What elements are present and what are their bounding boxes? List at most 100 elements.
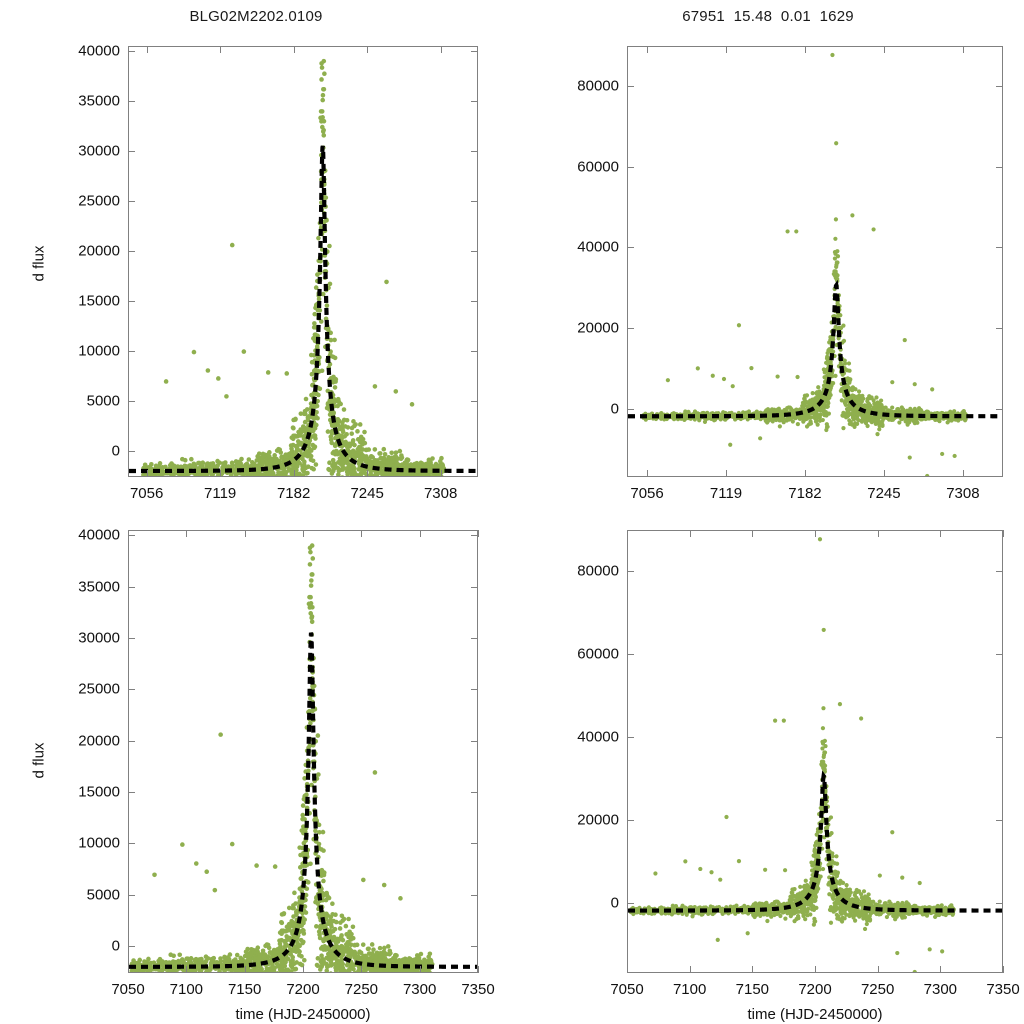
panel-top-right-title: 67951 15.48 0.01 1629 [682, 8, 854, 25]
x-tickmark [726, 470, 727, 477]
y-tick-label: 60000 [577, 158, 619, 176]
y-tickmark-right [471, 637, 478, 639]
axis-label-x-bottom-left: time (HJD-2450000) [235, 1006, 371, 1023]
y-tickmark [128, 101, 135, 102]
y-tick-label: 25000 [78, 192, 120, 210]
x-tickmark-top [1003, 530, 1004, 537]
y-tickmark-right [996, 247, 1003, 249]
y-tick-label: 0 [111, 937, 120, 955]
x-tick-label: 7308 [423, 485, 458, 502]
y-tickmark [627, 327, 634, 329]
panel-top-left-title: BLG02M2202.0109 [189, 8, 323, 25]
y-tickmark [128, 251, 135, 252]
y-tickmark-right [471, 894, 478, 896]
x-tickmark-top [647, 46, 649, 53]
y-tickmark [128, 792, 135, 794]
y-tick-label: 0 [610, 894, 619, 912]
y-tickmark-right [996, 327, 1003, 329]
x-tickmark-top [186, 530, 188, 537]
x-tick-label: 7250 [860, 981, 895, 998]
y-tickmark-right [996, 902, 1003, 904]
model-fit-curve [628, 770, 1002, 913]
y-tickmark-right [471, 351, 478, 352]
y-tick-label: 25000 [78, 680, 120, 698]
x-tick-label: 7200 [286, 981, 320, 998]
x-tick-label: 7300 [402, 981, 437, 998]
x-tickmark [367, 470, 369, 477]
x-tickmark [647, 470, 649, 477]
x-tickmark [815, 966, 816, 973]
y-tickmark [627, 654, 634, 656]
x-tick-label: 7050 [610, 981, 644, 998]
y-tickmark [627, 571, 634, 573]
x-tick-label: 7056 [129, 485, 164, 502]
x-tickmark [883, 470, 885, 477]
x-tickmark-top [752, 530, 754, 537]
y-tickmark [128, 51, 135, 52]
y-tickmark-right [471, 201, 478, 202]
panel-top-right: 67951 15.48 0.01 1629 80000 60000 40000 200… [512, 0, 1024, 512]
data-points-group [641, 52, 969, 476]
y-tickmark-right [471, 251, 478, 252]
x-tickmark-top [627, 530, 628, 537]
plot-frame-bottom-right [627, 530, 1003, 973]
y-tick-label: 30000 [78, 142, 120, 160]
y-tickmark-right [996, 571, 1003, 573]
y-tickmark-right [471, 401, 478, 402]
model-fit-curve [129, 145, 477, 474]
x-tickmark-top [146, 46, 148, 53]
x-tickmark [1003, 966, 1004, 973]
y-tickmark-right [471, 101, 478, 102]
y-tickmark [128, 401, 135, 402]
x-tickmark [689, 966, 691, 973]
x-tick-label: 7050 [111, 981, 145, 998]
y-tick-label: 40000 [577, 238, 619, 256]
y-tickmark-right [471, 151, 478, 152]
x-tickmark [877, 966, 879, 973]
x-tickmark-top [361, 530, 363, 537]
x-tickmark [186, 966, 188, 973]
y-tickmark [627, 819, 634, 821]
x-tickmark-top [478, 530, 479, 537]
y-tick-label: 15000 [78, 292, 120, 310]
y-tickmark [128, 301, 135, 302]
x-tickmark-top [815, 530, 816, 537]
y-tick-label: 20000 [78, 242, 120, 260]
x-tick-label: 7056 [630, 485, 664, 502]
x-tickmark-top [883, 46, 885, 53]
x-tick-label: 7250 [344, 981, 379, 998]
x-tickmark [804, 470, 806, 477]
x-tickmark-top [220, 46, 222, 53]
x-tickmark-top [804, 46, 806, 53]
y-tickmark [128, 451, 135, 452]
y-tickmark-right [471, 843, 478, 845]
y-tickmark-right [471, 689, 478, 691]
x-tickmark-top [962, 46, 964, 53]
y-tickmark-right [996, 654, 1003, 656]
y-tickmark [627, 86, 634, 88]
x-tick-label: 7350 [986, 981, 1020, 998]
x-tickmark-top [128, 530, 129, 537]
y-tickmark [627, 247, 634, 249]
x-tickmark-top [689, 530, 691, 537]
axis-label-y-top-left: d flux [30, 245, 48, 282]
y-tickmark-right [996, 737, 1003, 738]
y-tickmark [627, 166, 634, 168]
x-tick-label: 7245 [867, 485, 901, 502]
x-tickmark [627, 966, 628, 973]
plot-svg-top-right [628, 52, 1002, 476]
y-tick-label: 30000 [78, 629, 120, 647]
plot-svg-top-left [129, 58, 477, 476]
x-tickmark [146, 470, 148, 477]
x-tick-label: 7100 [169, 981, 204, 998]
y-tick-label: 20000 [78, 732, 120, 750]
y-tickmark [128, 946, 135, 948]
x-tick-label: 7150 [735, 981, 770, 998]
y-tickmark-right [471, 535, 478, 537]
y-tick-label: 0 [610, 400, 619, 418]
plot-frame-top-left [128, 46, 478, 477]
x-tick-label: 7150 [227, 981, 262, 998]
x-tickmark-top [244, 530, 246, 537]
y-tickmark [128, 843, 135, 845]
